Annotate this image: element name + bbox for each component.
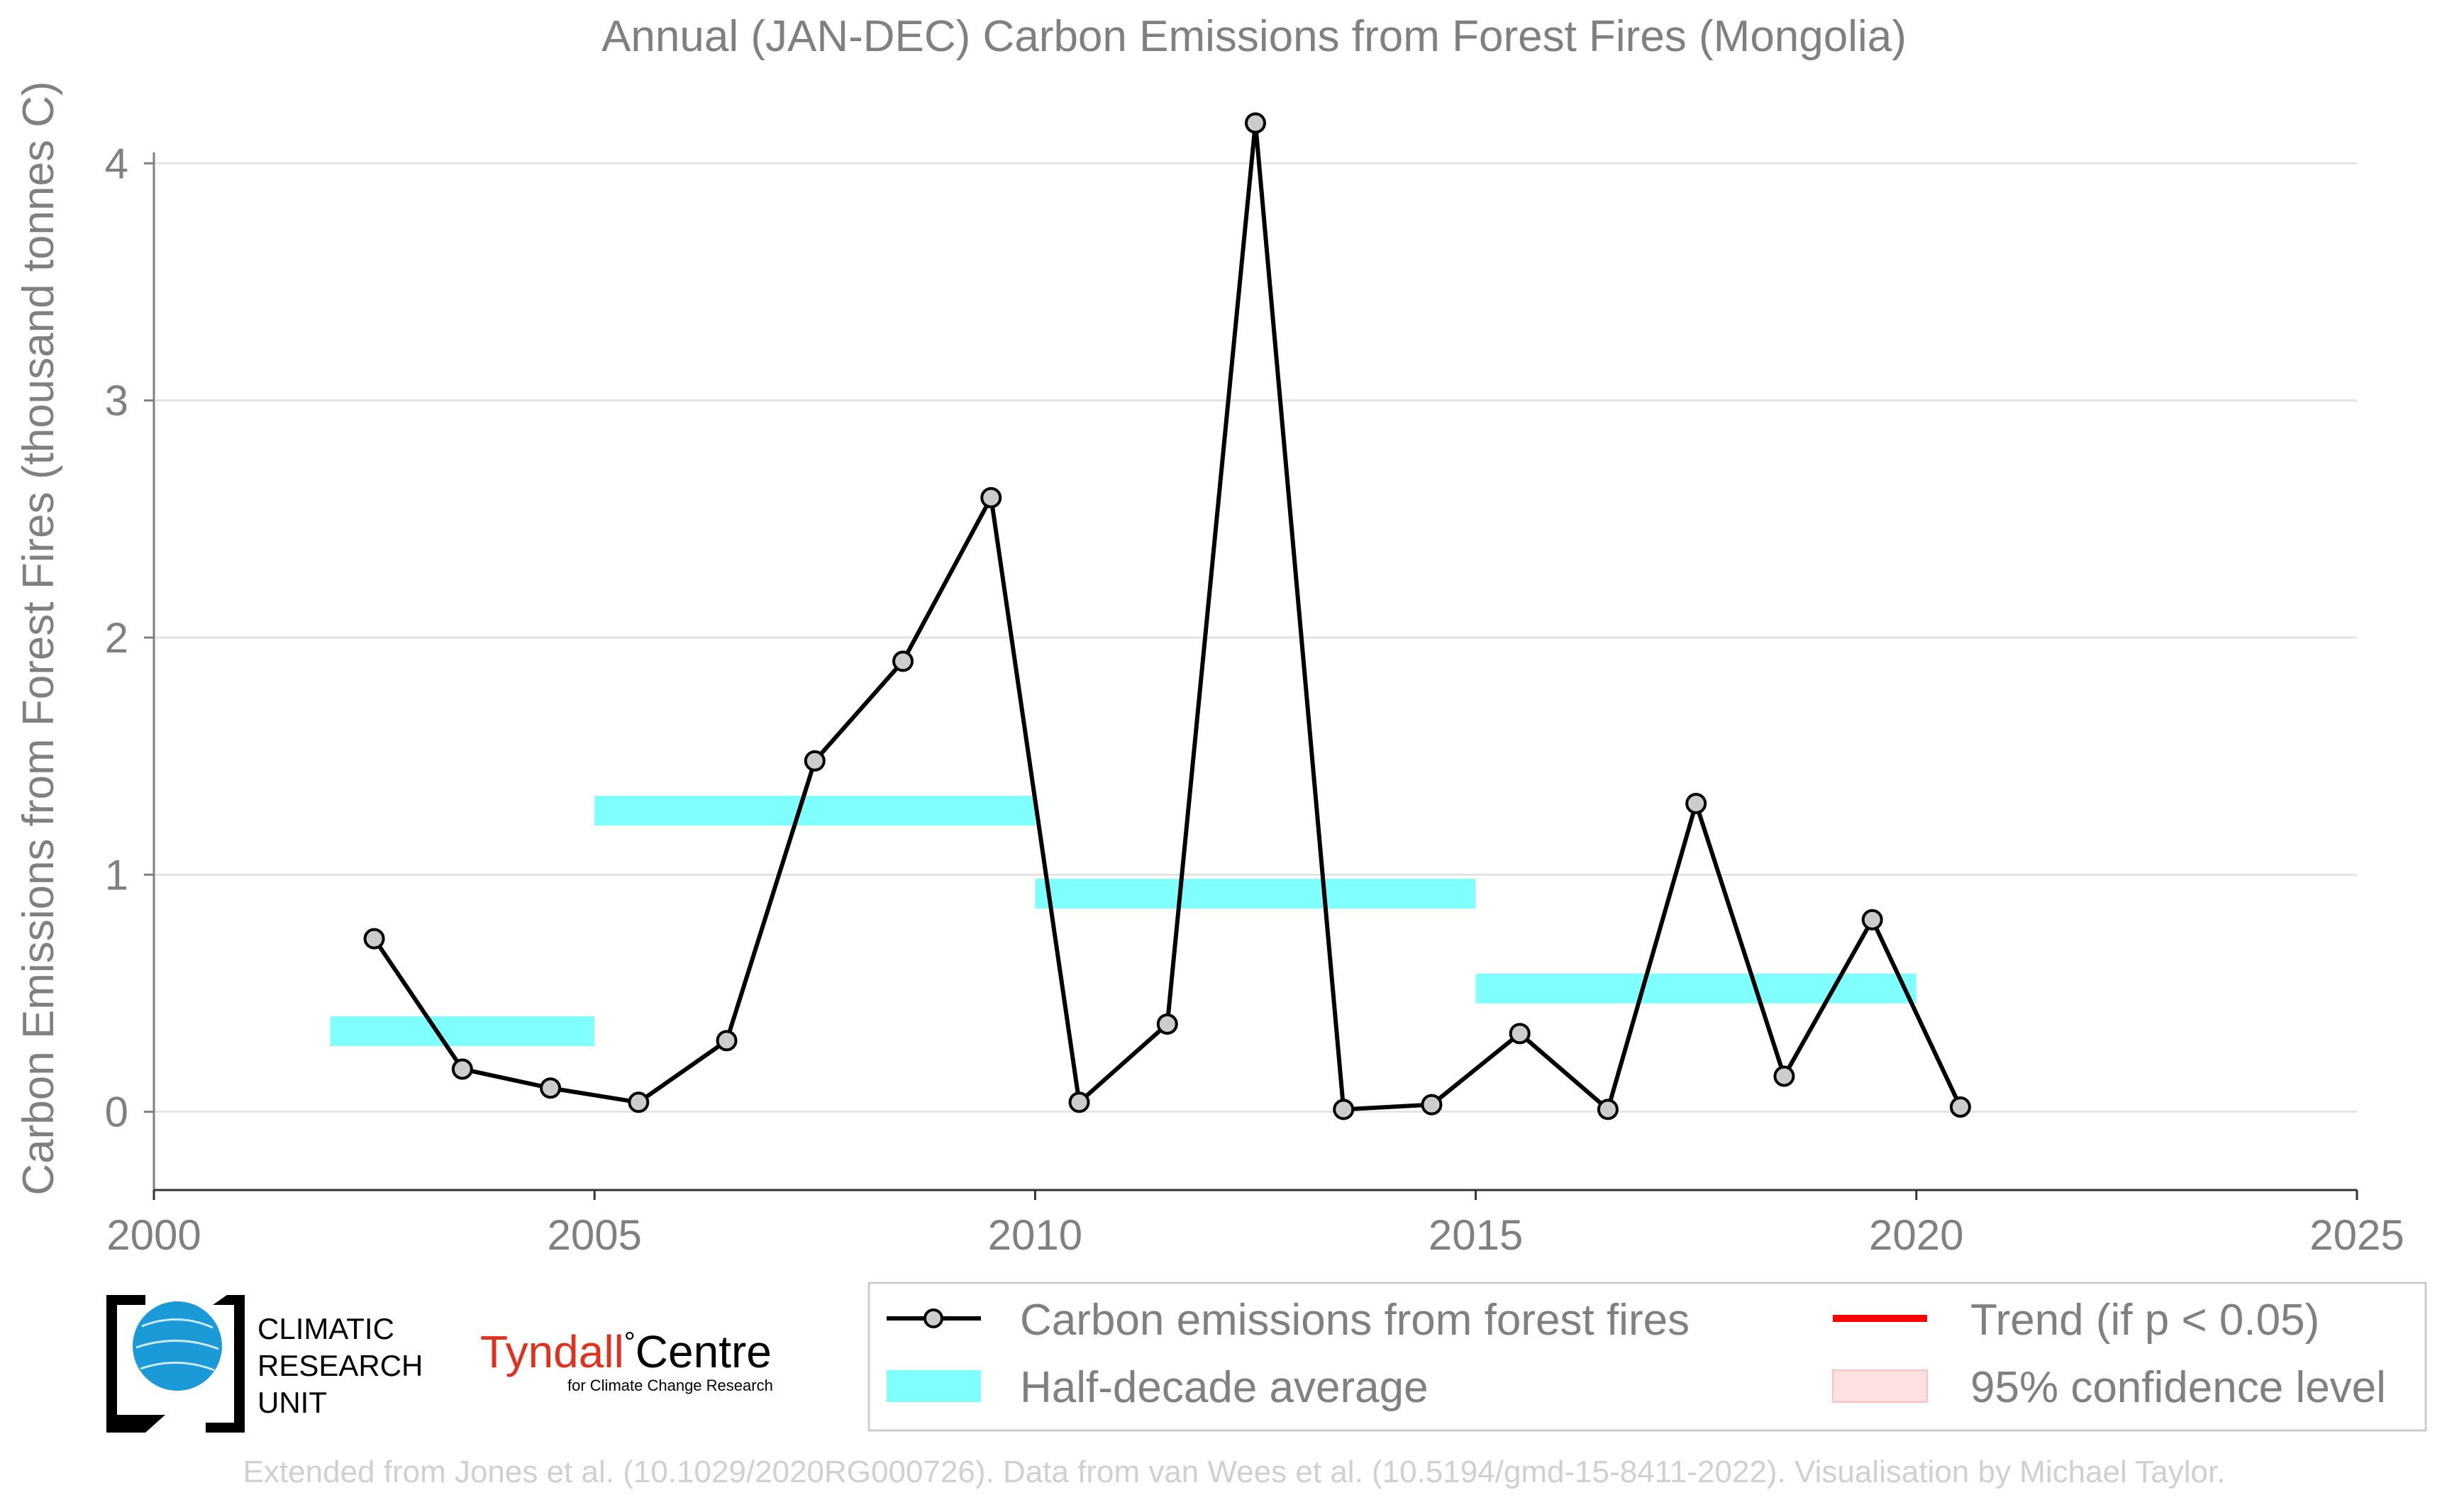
emissions-data-point [1245,112,1266,134]
tyndall-logo-subtitle: for Climate Change Research [567,1377,773,1394]
emissions-data-point [628,1091,650,1113]
legend-item-confidence: 95% confidence level [1832,1363,2386,1412]
cru-logo-text-2: RESEARCH [257,1349,423,1382]
x-tick-label: 2020 [1869,1211,1963,1259]
footer-credit: Extended from Jones et al. (10.1029/2020… [243,1455,2226,1489]
half-decade-average-bar [330,1016,595,1046]
emissions-data-point [1509,1023,1531,1045]
cru-logo: CLIMATIC RESEARCH UNIT [106,1295,423,1433]
legend-half-decade-label: Half-decade average [1020,1363,1429,1412]
emissions-data-point [892,650,914,672]
emissions-data-point [451,1058,473,1080]
cru-logo-text-3: UNIT [257,1386,327,1419]
cru-logo-bracket-right [206,1295,245,1433]
chart-title: Annual (JAN-DEC) Carbon Emissions from F… [601,12,1907,61]
y-tick-label: 4 [105,140,128,187]
emissions-data-point [363,928,385,950]
legend-trend-label: Trend (if p < 0.05) [1970,1296,2319,1345]
legend-emissions-label: Carbon emissions from forest fires [1020,1296,1690,1345]
legend-item-half-decade: Half-decade average [887,1363,1429,1412]
legend-frame [867,1282,2427,1432]
emissions-data-point [1068,1091,1090,1113]
emissions-data-point [804,750,826,772]
x-tick-label: 2025 [2309,1211,2404,1259]
tyndall-degree: ° [624,1327,636,1358]
legend-half-decade-swatch [887,1370,981,1402]
tyndall-name-b: Centre [636,1326,772,1377]
emissions-data-point [1773,1065,1795,1087]
x-tick-label: 2015 [1429,1211,1523,1259]
emissions-data-point [716,1030,738,1052]
half-decade-average-bar [1035,879,1476,909]
tyndall-name-a: Tyndall [480,1326,624,1377]
gridlines [154,162,2357,1113]
tyndall-logo-name: Tyndall°Centre [480,1326,772,1377]
legend: Carbon emissions from forest fires Trend… [867,1282,2427,1432]
y-axis-label: Carbon Emissions from Forest Fires (thou… [14,81,63,1195]
emissions-data-point [1861,908,1883,930]
legend-item-trend: Trend (if p < 0.05) [1833,1296,2319,1345]
emissions-series [363,112,1971,1121]
x-tick-label: 2005 [547,1211,641,1259]
legend-item-emissions: Carbon emissions from forest fires [887,1296,1690,1345]
axes: 0 1 2 3 4 2000 2005 2010 2015 2020 2025 [105,140,2404,1259]
emissions-data-point [980,487,1002,508]
emissions-data-point [1421,1094,1443,1116]
y-tick-label: 0 [105,1089,128,1136]
legend-emissions-marker [923,1308,943,1328]
legend-confidence-swatch [1832,1369,1928,1403]
cru-logo-bracket-left [106,1298,165,1433]
cru-logo-bracket-left-top [106,1295,145,1305]
emissions-data-point [1333,1099,1355,1121]
x-tick-label: 2010 [988,1211,1082,1259]
emissions-data-point [1949,1096,1971,1118]
half-decade-average-bar [594,796,1036,826]
x-tick-label: 2000 [106,1211,201,1259]
emissions-data-point [540,1077,562,1099]
cru-logo-text-1: CLIMATIC [257,1312,394,1345]
cru-globe-lines [135,1318,219,1372]
y-tick-label: 2 [105,614,128,662]
emissions-data-point [1685,793,1707,815]
emissions-data-point [1156,1013,1178,1035]
half-decade-average-bands [330,796,1916,1046]
emissions-line [372,121,1963,1112]
emissions-data-point [1597,1099,1619,1121]
half-decade-average-bar [1475,973,1916,1004]
tyndall-logo: Tyndall°Centre for Climate Change Resear… [480,1326,773,1394]
y-tick-label: 3 [105,377,128,425]
y-tick-label: 1 [105,851,128,899]
legend-confidence-label: 95% confidence level [1970,1363,2386,1412]
